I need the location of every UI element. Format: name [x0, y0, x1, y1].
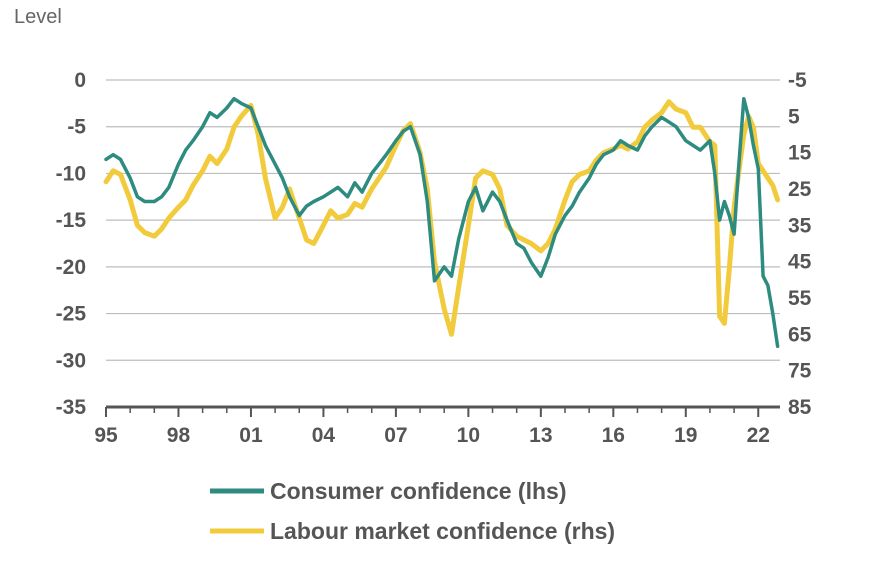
series-line-labour-market-confidence — [103, 99, 781, 337]
right-tick-label: 55 — [788, 287, 812, 310]
left-tick-label: -10 — [56, 162, 86, 185]
x-tick-label: 10 — [457, 424, 480, 447]
right-tick-label: 45 — [788, 251, 812, 274]
x-tick-label: 22 — [747, 424, 770, 447]
series-layer — [103, 96, 781, 349]
left-tick-label: -15 — [56, 209, 87, 232]
x-tick-label: 01 — [239, 424, 263, 447]
x-tick-label: 13 — [529, 424, 552, 447]
right-tick-label: 85 — [788, 396, 812, 419]
legend-label-labour: Labour market confidence (rhs) — [270, 518, 615, 544]
x-tick-label: 16 — [602, 424, 625, 447]
x-tick-label: 98 — [167, 424, 191, 447]
left-axis-ticks: 0 -5 -10 -15 -20 -25 -30 -35 — [56, 69, 87, 419]
series-line-consumer-confidence — [104, 96, 780, 349]
right-tick-label: 5 — [788, 105, 800, 128]
right-tick-label: 25 — [788, 178, 812, 201]
left-tick-label: -25 — [56, 303, 87, 326]
unit-label: Level — [14, 6, 62, 28]
x-axis: 95 98 01 04 07 10 13 16 19 22 — [94, 405, 780, 447]
left-tick-label: -35 — [56, 396, 87, 419]
legend: Consumer confidence (lhs) Labour market … — [210, 478, 615, 544]
left-tick-label: -5 — [67, 116, 86, 139]
legend-label-consumer: Consumer confidence (lhs) — [270, 478, 566, 504]
x-tick-label: 19 — [674, 424, 697, 447]
x-tick-label: 07 — [384, 424, 407, 447]
right-axis-ticks: -5 5 15 25 35 45 55 65 75 85 — [788, 69, 812, 419]
right-tick-label: -5 — [788, 69, 807, 92]
right-tick-label: 75 — [788, 360, 812, 383]
right-tick-label: 15 — [788, 142, 812, 165]
x-tick-label: 95 — [94, 424, 118, 447]
right-tick-label: 65 — [788, 323, 812, 346]
right-tick-label: 35 — [788, 214, 812, 237]
x-tick-label: 04 — [312, 424, 336, 447]
gridlines — [106, 79, 780, 361]
left-tick-label: -30 — [56, 349, 86, 372]
left-tick-label: 0 — [74, 69, 86, 92]
left-tick-label: -20 — [56, 256, 86, 279]
